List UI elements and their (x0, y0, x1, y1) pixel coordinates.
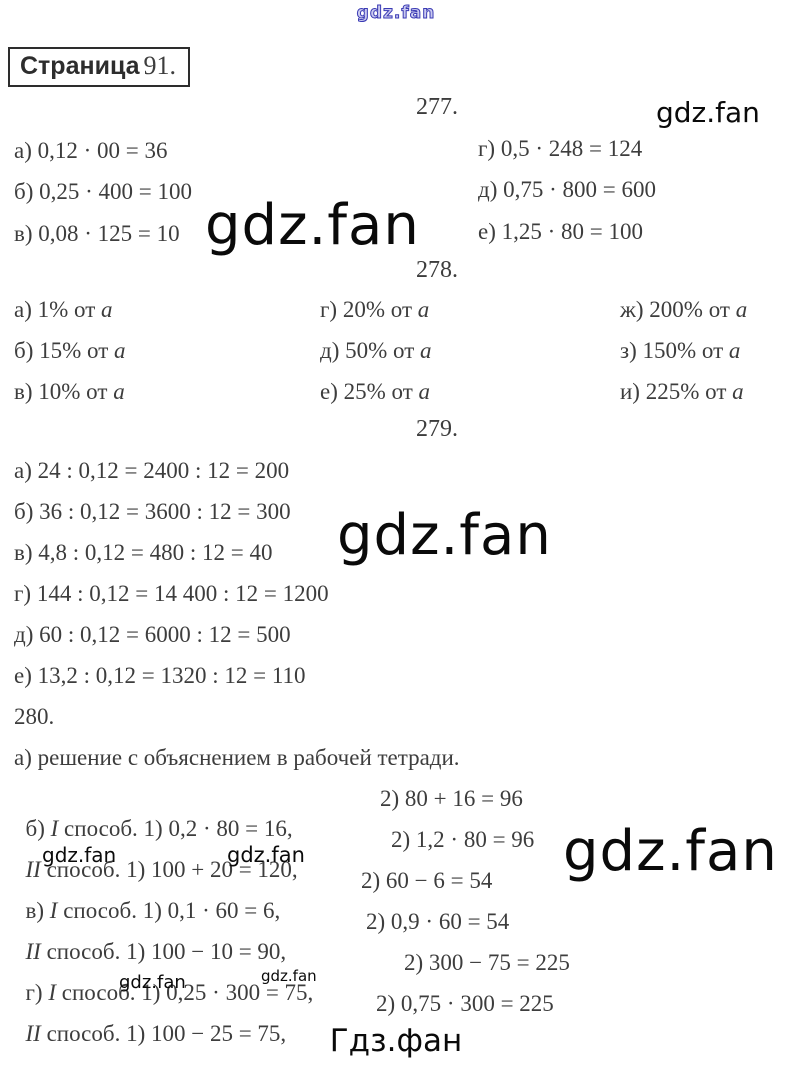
p277-line-d: д) 0,75 · 800 = 600 (478, 177, 656, 202)
problem-277-heading: 277. (416, 94, 458, 120)
p280-line-g1-part2: 2) 300 − 75 = 225 (404, 950, 570, 975)
watermark-280-overlay: gdz.fan (563, 819, 778, 884)
page-number: 91. (143, 51, 177, 80)
problem-278-heading: 278. (416, 257, 458, 283)
p279-line-g: г) 144 : 0,12 = 14 400 : 12 = 1200 (14, 581, 329, 606)
variable-a: a (114, 338, 126, 363)
variable-a: a (101, 297, 113, 322)
p278-cell-a: а) 1% от a (14, 297, 113, 322)
p279-line-b: б) 36 : 0,12 = 3600 : 12 = 300 (14, 499, 291, 524)
watermark-top: gdz.fan (356, 3, 436, 24)
watermark-277-overlay: gdz.fan (205, 193, 420, 258)
watermark-small-2b: gdz.fan (261, 967, 317, 985)
p277-line-a: а) 0,12 · 00 = 36 (14, 138, 168, 163)
p280-line-g2: II способ. 1) 100 − 25 = 75, 2) 0,75 · 3… (25, 991, 554, 1046)
watermark-277-right: gdz.fan (656, 96, 760, 129)
p278-cell-d: д) 50% от a (320, 338, 432, 363)
p280-line-v2-part2: 2) 0,9 · 60 = 54 (366, 909, 510, 934)
p278-cell-g: г) 20% от a (320, 297, 430, 322)
p278-cell-z: з) 150% от a (620, 338, 741, 363)
problem-279-heading: 279. (416, 416, 458, 442)
p279-line-d: д) 60 : 0,12 = 6000 : 12 = 500 (14, 622, 291, 647)
p279-line-v: в) 4,8 : 0,12 = 480 : 12 = 40 (14, 540, 273, 565)
p278-cell-e: е) 25% от a (320, 379, 431, 404)
watermark-small-2a: gdz.fan (119, 972, 186, 993)
watermark-279-overlay: gdz.fan (337, 503, 552, 568)
p280-line-b1: б) I способ. 1) 0,2 · 80 = 16, 2) 80 + 1… (25, 786, 523, 841)
p278-cell-i: и) 225% от a (620, 379, 744, 404)
p277-line-b: б) 0,25 · 400 = 100 (14, 179, 192, 204)
footer-watermark: Гдз.фан (329, 1023, 463, 1059)
variable-a: a (417, 297, 430, 322)
page-label-box: Страница 91. (8, 47, 191, 87)
p277-line-g: г) 0,5 · 248 = 124 (478, 136, 643, 161)
variable-a: a (418, 379, 431, 404)
p280-line-b2-part2: 2) 1,2 · 80 = 96 (391, 827, 535, 852)
p277-line-v: в) 0,08 · 125 = 10 (14, 221, 180, 246)
p280-line-g1: г) I способ. 1) 0,25 · 300 = 75, 2) 300 … (25, 950, 570, 1005)
p280-line-v1-part2: 2) 60 − 6 = 54 (361, 868, 493, 893)
p280-line-v1: в) I способ. 1) 0,1 · 60 = 6, 2) 60 − 6 … (25, 868, 493, 923)
p280-line-a: а) решение с объяснением в рабочей тетра… (14, 745, 460, 770)
p279-line-e: е) 13,2 : 0,12 = 1320 : 12 = 110 (14, 663, 306, 688)
variable-a: a (420, 338, 432, 363)
p280-line-b2: II способ. 1) 100 + 20 = 120, 2) 1,2 · 8… (25, 827, 535, 882)
p280-line-v2: II способ. 1) 100 − 10 = 90, 2) 0,9 · 60… (25, 909, 510, 964)
p278-cell-b: б) 15% от a (14, 338, 126, 363)
variable-a: a (728, 338, 741, 363)
p278-cell-zh: ж) 200% от a (620, 297, 748, 322)
watermark-small-1b: gdz.fan (227, 843, 305, 867)
variable-a: a (732, 379, 744, 404)
p278-cell-v: в) 10% от a (14, 379, 125, 404)
p280-line-g2-part2: 2) 0,75 · 300 = 225 (376, 991, 554, 1016)
p280-line-b1-part2: 2) 80 + 16 = 96 (380, 786, 523, 811)
watermark-small-1a: gdz.fan (42, 843, 117, 867)
p279-line-a: а) 24 : 0,12 = 2400 : 12 = 200 (14, 458, 290, 483)
variable-a: a (113, 379, 125, 404)
problem-280-heading: 280. (14, 704, 55, 729)
variable-a: a (735, 297, 748, 322)
p277-line-e: е) 1,25 · 80 = 100 (478, 219, 643, 244)
page-word: Страница (20, 52, 140, 80)
